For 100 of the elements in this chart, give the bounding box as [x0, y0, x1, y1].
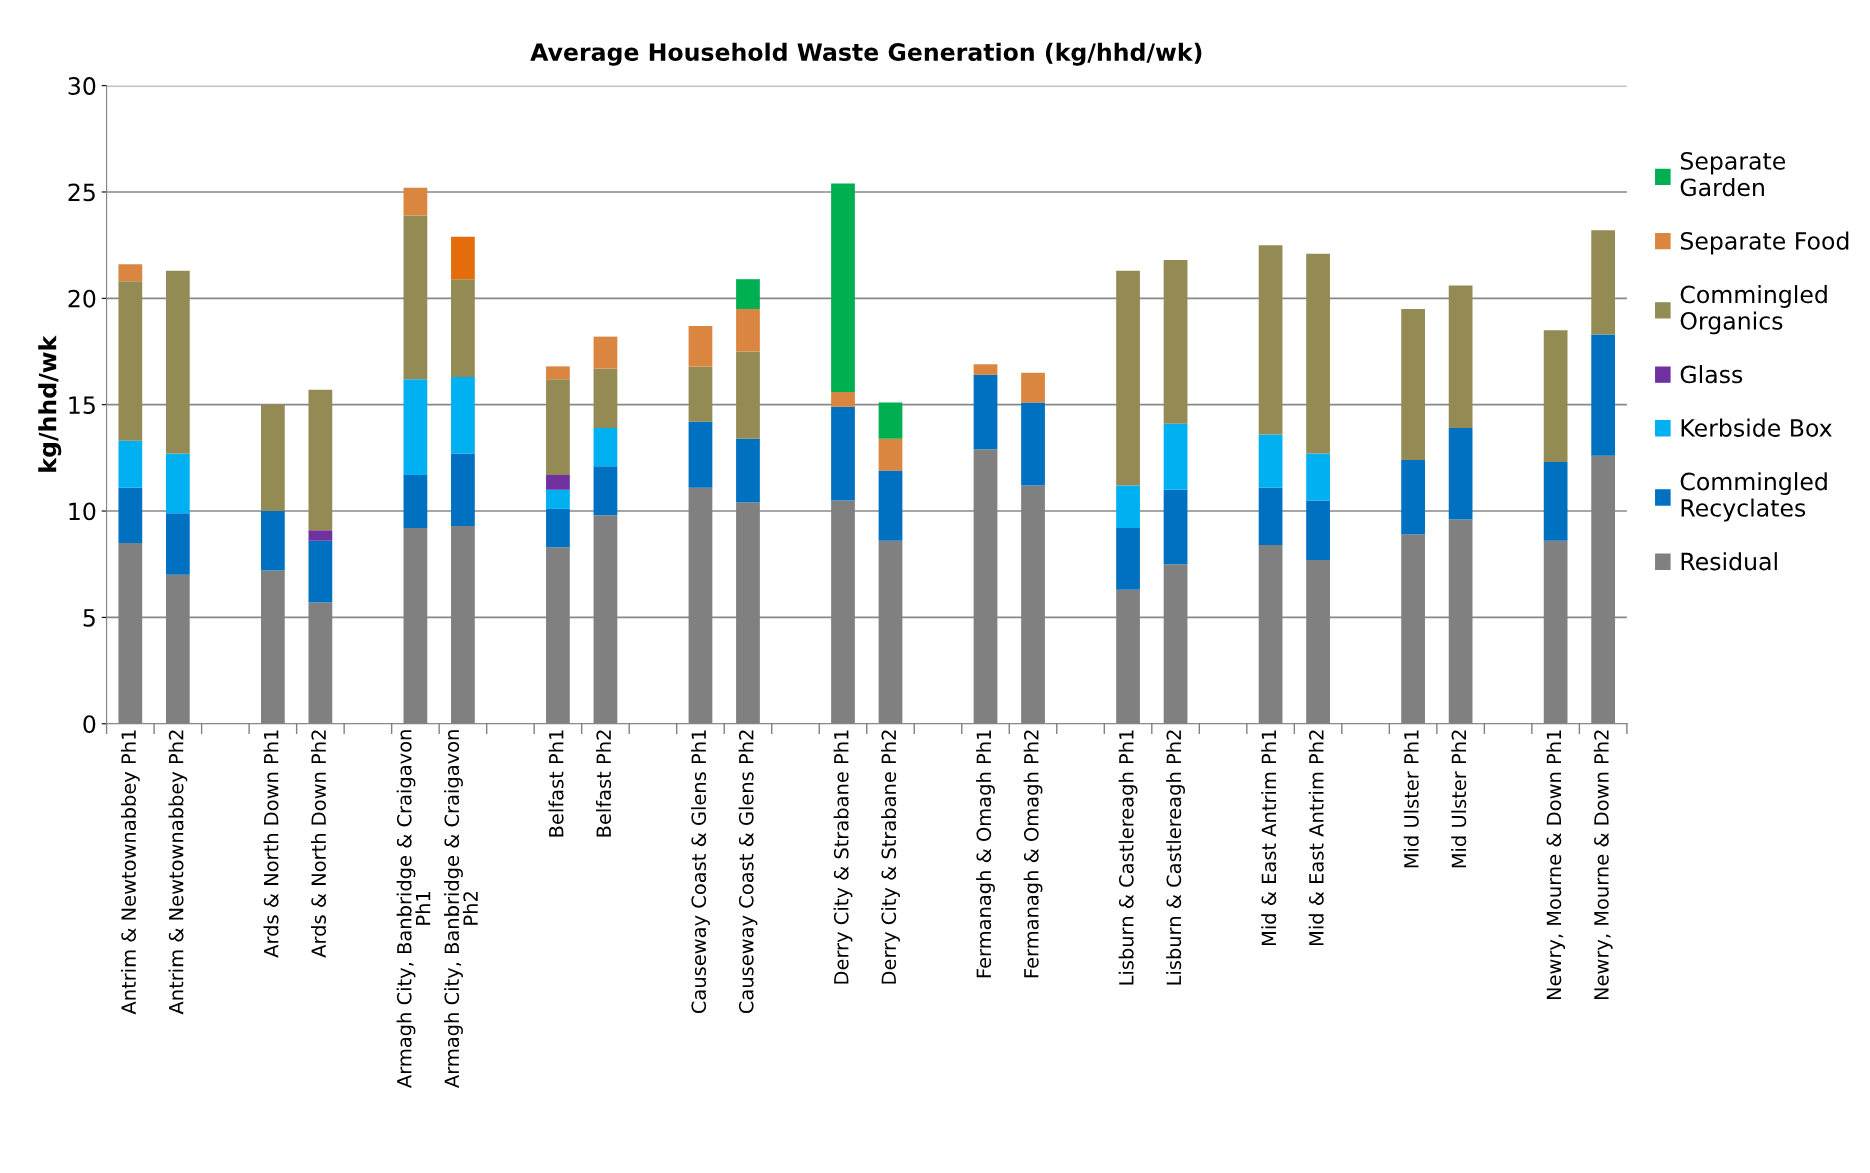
bar [1258, 434, 1283, 488]
y-tick-label: 20 [68, 289, 96, 308]
x-tick-label: Mid & East Antrim Ph2 [1308, 730, 1324, 946]
bar [1021, 372, 1045, 403]
x-tick-label: Lisburn & Castlereagh Ph2 [1166, 730, 1185, 985]
bar [973, 364, 998, 375]
y-tick-label: 25 [68, 183, 95, 202]
bar [1163, 423, 1188, 490]
bar [261, 511, 285, 571]
bar [1448, 428, 1473, 520]
bar [1306, 500, 1330, 560]
bar [403, 379, 428, 475]
bar [1543, 462, 1568, 541]
legend-label: Separate Garden [1680, 151, 1786, 197]
x-tick-label: Mid & East Antrim Ph1 [1261, 730, 1277, 946]
bar [593, 428, 618, 467]
x-tick-label: Derry City & Strabane Ph2 [881, 730, 900, 984]
bar [546, 508, 570, 548]
bar [261, 404, 285, 512]
legend-label: Commingled Recyclates [1680, 472, 1827, 522]
bar [831, 391, 855, 407]
y-tick-label: 30 [68, 77, 96, 95]
bar [593, 368, 618, 429]
bar [736, 438, 760, 503]
legend-label: Commingled Organics [1680, 285, 1827, 335]
bar [451, 453, 475, 526]
x-tick-label: Belfast Ph1 [548, 730, 564, 837]
bar [1021, 402, 1045, 486]
bar [1116, 270, 1140, 486]
x-tick-label: Mid Ulster Ph1 [1403, 730, 1419, 868]
legend-label: Glass [1680, 365, 1743, 384]
legend-label: Kerbside Box [1681, 418, 1832, 437]
bar [165, 513, 190, 575]
bar [688, 325, 713, 367]
bar [308, 540, 333, 603]
bar [308, 389, 333, 531]
bar [403, 215, 428, 380]
bar [546, 474, 570, 490]
x-tick-label: Causeway Coast & Glens Ph2 [738, 730, 758, 1014]
bar [165, 270, 190, 454]
bar [593, 336, 618, 369]
bar [1163, 260, 1188, 424]
bar [878, 470, 903, 541]
bar [118, 440, 143, 488]
y-axis-title: kg/hhd/wk [38, 335, 62, 472]
bar [688, 366, 713, 422]
bar [878, 438, 903, 471]
bar [1258, 245, 1283, 435]
bar [546, 379, 570, 475]
bar [546, 366, 570, 380]
bar [1591, 230, 1616, 335]
bar [688, 421, 713, 488]
x-tick-label: Newry, Mourne & Down Ph2 [1593, 730, 1613, 1000]
bar [165, 453, 190, 514]
bar [878, 402, 903, 439]
bar [1163, 489, 1188, 565]
bar [118, 487, 143, 543]
bar [1306, 253, 1330, 454]
bar [118, 281, 143, 441]
x-tick-label: Antrim & Newtownabbey Ph1 [120, 730, 140, 1015]
legend-label: Residual [1681, 552, 1777, 571]
bar [736, 351, 760, 439]
x-tick-label: Derry City & Strabane Ph1 [833, 730, 853, 984]
bar [308, 530, 333, 541]
bar [831, 406, 855, 501]
bar [1306, 453, 1330, 501]
bar [1116, 528, 1140, 590]
x-tick-label: Newry, Mourne & Down Ph1 [1546, 730, 1566, 1000]
x-tick-label: Fermanagh & Omagh Ph1 [976, 730, 995, 978]
bar [451, 279, 475, 378]
x-tick-label: Antrim & Newtownabbey Ph2 [168, 730, 188, 1015]
x-tick-label: Lisburn & Castlereagh Ph1 [1118, 730, 1138, 985]
bar [831, 183, 855, 392]
bar [403, 474, 428, 529]
x-tick-label: Ards & North Down Ph2 [310, 730, 327, 958]
bar [973, 374, 998, 450]
bar [1258, 487, 1283, 546]
bar [1591, 334, 1616, 456]
bar [1543, 330, 1568, 463]
bar [736, 308, 760, 352]
bar [736, 279, 760, 309]
x-tick-label: Ards & North Down Ph1 [263, 730, 279, 958]
bar [118, 264, 143, 282]
x-tick-label: Mid Ulster Ph2 [1451, 730, 1467, 868]
y-tick-label: 10 [69, 502, 96, 521]
bar [593, 466, 618, 516]
y-tick-label: 5 [83, 609, 95, 627]
bar [451, 377, 475, 454]
bar [451, 236, 475, 280]
bar [1116, 485, 1140, 529]
x-tick-label: Armagh City, Banbridge & Craigavon Ph2 [444, 730, 478, 1088]
bar [1448, 285, 1473, 429]
x-tick-label: Armagh City, Banbridge & Craigavon Ph1 [396, 730, 431, 1088]
legend-label: Separate Food [1680, 231, 1849, 255]
chart-title: Average Household Waste Generation (kg/hhd/wk) [530, 42, 1202, 66]
bar [403, 187, 428, 216]
x-tick-label: Fermanagh & Omagh Ph2 [1023, 730, 1043, 978]
y-tick-label: 0 [83, 715, 96, 734]
x-tick-label: Belfast Ph2 [596, 730, 612, 837]
y-tick-label: 15 [69, 396, 95, 414]
